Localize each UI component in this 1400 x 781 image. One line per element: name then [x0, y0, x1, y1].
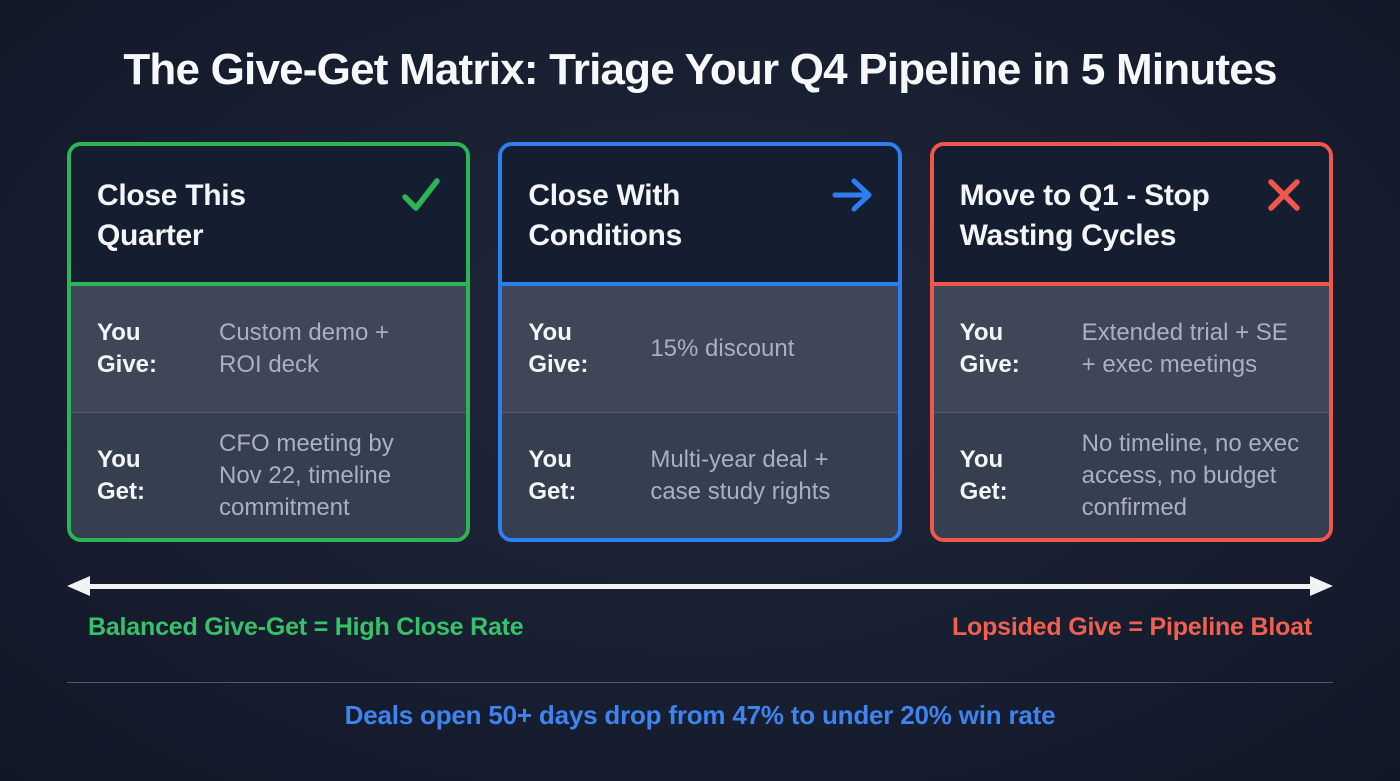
you-give-value: Extended trial + SE + exec meetings: [1081, 319, 1288, 378]
card-move-to-q1: Move to Q1 - Stop Wasting Cycles You Giv…: [929, 142, 1333, 542]
win-rate-stat: Deals open 50+ days drop from 47% to und…: [344, 700, 1056, 730]
arrow-shaft: [90, 583, 1310, 589]
balanced-give-get-label: Balanced Give-Get = High Close Rate: [88, 613, 524, 641]
you-give-label: You Give:: [528, 319, 589, 378]
x-icon: [1261, 172, 1307, 218]
arrow-right-icon: [830, 172, 876, 218]
you-get-value: CFO meeting by Nov 22, timeline commitme…: [219, 429, 394, 521]
card-title: Close This Quarter: [97, 179, 246, 252]
you-give-value: Custom demo + ROI deck: [219, 319, 390, 378]
lopsided-give-label: Lopsided Give = Pipeline Bloat: [951, 613, 1312, 641]
spectrum-arrow: [67, 575, 1333, 597]
you-give-row: You Give: Extended trial + SE + exec mee…: [933, 286, 1329, 412]
footer-divider: [67, 682, 1333, 683]
page-title: The Give-Get Matrix: Triage Your Q4 Pipe…: [123, 45, 1277, 94]
card-close-this-quarter: Close This Quarter You Give: Custom demo…: [67, 142, 471, 542]
arrow-right-head-icon: [1310, 576, 1333, 596]
you-give-value: 15% discount: [650, 335, 795, 362]
you-give-label: You Give:: [97, 319, 158, 378]
card-header: Move to Q1 - Stop Wasting Cycles: [933, 146, 1329, 286]
you-give-row: You Give: Custom demo + ROI deck: [71, 286, 467, 412]
card-header: Close This Quarter: [71, 146, 467, 286]
you-get-row: You Get: CFO meeting by Nov 22, timeline…: [71, 412, 467, 538]
matrix-cards: Close This Quarter You Give: Custom demo…: [67, 142, 1333, 542]
you-get-value: No timeline, no exec access, no budget c…: [1081, 429, 1300, 521]
card-close-with-conditions: Close With Conditions You Give: 15% disc…: [498, 142, 902, 542]
you-get-row: You Get: No timeline, no exec access, no…: [933, 412, 1329, 538]
you-get-label: You Get:: [97, 445, 145, 505]
check-icon: [398, 172, 444, 218]
you-get-label: You Get:: [959, 445, 1008, 505]
spectrum-labels: Balanced Give-Get = High Close Rate Lops…: [67, 613, 1333, 642]
card-title: Move to Q1 - Stop Wasting Cycles: [959, 179, 1210, 252]
you-get-label: You Get:: [528, 445, 577, 505]
arrow-left-head-icon: [67, 576, 90, 596]
card-title: Close With Conditions: [528, 179, 682, 252]
you-give-row: You Give: 15% discount: [502, 286, 898, 412]
you-get-row: You Get: Multi-year deal + case study ri…: [502, 412, 898, 538]
you-give-label: You Give:: [959, 319, 1020, 378]
card-header: Close With Conditions: [502, 146, 898, 286]
you-get-value: Multi-year deal + case study rights: [650, 445, 831, 505]
